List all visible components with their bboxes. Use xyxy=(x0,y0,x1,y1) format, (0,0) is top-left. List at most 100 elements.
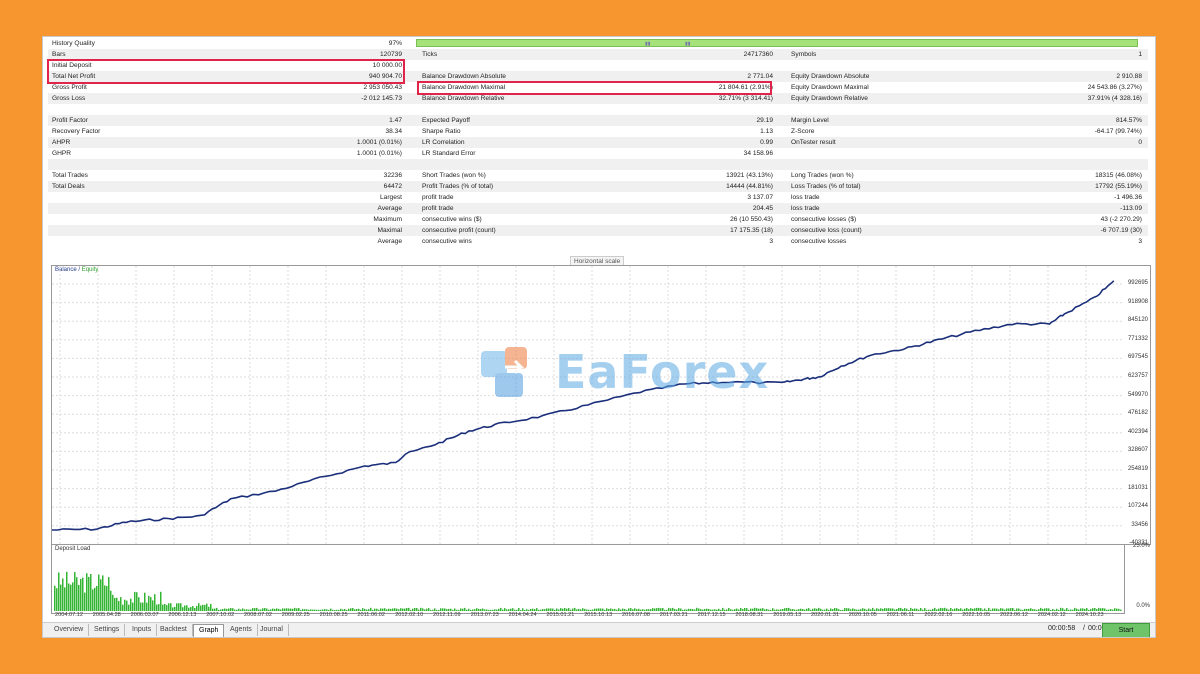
x-tick-label: 2005.04.28 xyxy=(92,612,121,618)
stats-row: Average consecutive wins 3 consecutive loss… xyxy=(48,236,1148,247)
deposit-bar xyxy=(954,608,956,611)
start-button[interactable]: Start xyxy=(1102,623,1150,637)
deposit-bar xyxy=(524,610,526,611)
deposit-bar xyxy=(618,608,620,611)
deposit-bar xyxy=(374,608,376,611)
deposit-bar xyxy=(1056,608,1058,611)
deposit-bar xyxy=(284,608,286,611)
deposit-bar xyxy=(268,609,270,611)
tab-journal[interactable]: Journal xyxy=(255,624,289,636)
deposit-bar xyxy=(944,607,946,611)
deposit-bar xyxy=(902,609,904,611)
deposit-bar xyxy=(146,602,148,611)
stat-value: Maximum xyxy=(373,216,402,223)
deposit-bar xyxy=(160,591,162,611)
deposit-bar xyxy=(70,584,72,611)
deposit-bar xyxy=(1044,608,1046,611)
tab-backtest[interactable]: Backtest xyxy=(155,624,193,636)
stats-row: Initial Deposit 10 000.00 xyxy=(48,60,1148,71)
y-tick-label: 549970 xyxy=(1127,391,1148,398)
deposit-bar xyxy=(712,609,714,611)
deposit-bar xyxy=(266,608,268,611)
deposit-bar xyxy=(574,607,576,611)
deposit-bar xyxy=(90,574,92,611)
tab-overview[interactable]: Overview xyxy=(49,624,90,636)
deposit-bar xyxy=(1088,609,1090,611)
deposit-bar xyxy=(738,609,740,611)
deposit-bar xyxy=(1114,608,1116,611)
deposit-bar xyxy=(634,608,636,611)
deposit-bar xyxy=(918,609,920,611)
y-tick-label: 328607 xyxy=(1127,447,1148,454)
stat-value: 34 158.96 xyxy=(743,150,773,157)
deposit-bar xyxy=(494,609,496,611)
deposit-bar xyxy=(978,607,980,611)
deposit-bar xyxy=(450,608,452,611)
deposit-bar xyxy=(166,605,168,611)
stat-value: 2 953 050.43 xyxy=(363,84,402,91)
deposit-bar xyxy=(760,608,762,611)
history-quality-bar: ▮▮ ▮▮ xyxy=(416,39,1138,47)
deposit-bar xyxy=(756,608,758,611)
deposit-bar xyxy=(446,609,448,611)
deposit-bar xyxy=(68,583,70,611)
deposit-bar xyxy=(364,609,366,611)
deposit-bar xyxy=(914,608,916,611)
deposit-bar xyxy=(964,608,966,611)
deposit-bar xyxy=(66,571,68,611)
deposit-bar xyxy=(244,609,246,611)
stats-row: Maximal consecutive profit (count) 17 175.… xyxy=(48,225,1148,236)
deposit-bar xyxy=(544,609,546,611)
deposit-bar xyxy=(1064,609,1066,611)
deposit-bar xyxy=(114,597,116,611)
stats-row: Total Trades 32236 Short Trades (won %) 139… xyxy=(48,170,1148,181)
deposit-bar xyxy=(338,609,340,611)
deposit-bar xyxy=(884,608,886,611)
stat-value: 120739 xyxy=(379,51,402,58)
deposit-bar xyxy=(822,609,824,611)
deposit-bar xyxy=(322,609,324,611)
deposit-bar xyxy=(958,609,960,611)
stat-value: 32236 xyxy=(383,172,402,179)
deposit-bar xyxy=(680,608,682,611)
tab-settings[interactable]: Settings xyxy=(89,624,126,636)
stat-label: consecutive losses ($) xyxy=(791,216,857,223)
deposit-bar xyxy=(702,609,704,611)
tab-graph[interactable]: Graph xyxy=(193,624,225,637)
deposit-bar xyxy=(778,609,780,611)
deposit-bar xyxy=(892,608,894,611)
tab-agents[interactable]: Agents xyxy=(225,624,258,636)
stat-value: Maximal xyxy=(377,227,402,234)
deposit-bar xyxy=(470,609,472,611)
deposit-bar xyxy=(1054,609,1056,611)
deposit-bar xyxy=(128,604,130,611)
deposit-bar xyxy=(748,609,750,611)
deposit-bar xyxy=(254,608,256,611)
timer-separator: / xyxy=(1083,625,1085,632)
deposit-bar xyxy=(872,607,874,611)
deposit-bar xyxy=(936,609,938,611)
stat-value: 0.99 xyxy=(760,139,773,146)
deposit-bar xyxy=(216,607,218,611)
deposit-bar xyxy=(624,609,626,611)
tab-bar: Overview Settings Inputs Backtest Graph Agent… xyxy=(43,622,1155,637)
stat-value: 21 804.61 (2.91%) xyxy=(718,84,773,91)
stat-label: Initial Deposit xyxy=(52,62,92,69)
deposit-bar xyxy=(500,607,502,611)
highlight-box-deposit xyxy=(47,59,405,84)
deposit-bar xyxy=(108,577,110,611)
deposit-bar xyxy=(350,608,352,611)
deposit-bar xyxy=(998,609,1000,611)
deposit-bar xyxy=(858,609,860,611)
deposit-bar xyxy=(874,609,876,611)
deposit-bar xyxy=(198,603,200,611)
deposit-bar xyxy=(330,608,332,611)
tab-inputs[interactable]: Inputs xyxy=(127,624,158,636)
deposit-bar xyxy=(636,609,638,611)
deposit-bar xyxy=(594,608,596,611)
deposit-bar xyxy=(772,608,774,611)
x-tick-label: 2011.06.02 xyxy=(357,612,385,618)
deposit-bar xyxy=(644,609,646,611)
deposit-bar xyxy=(556,608,558,611)
stat-value: Average xyxy=(377,238,402,245)
